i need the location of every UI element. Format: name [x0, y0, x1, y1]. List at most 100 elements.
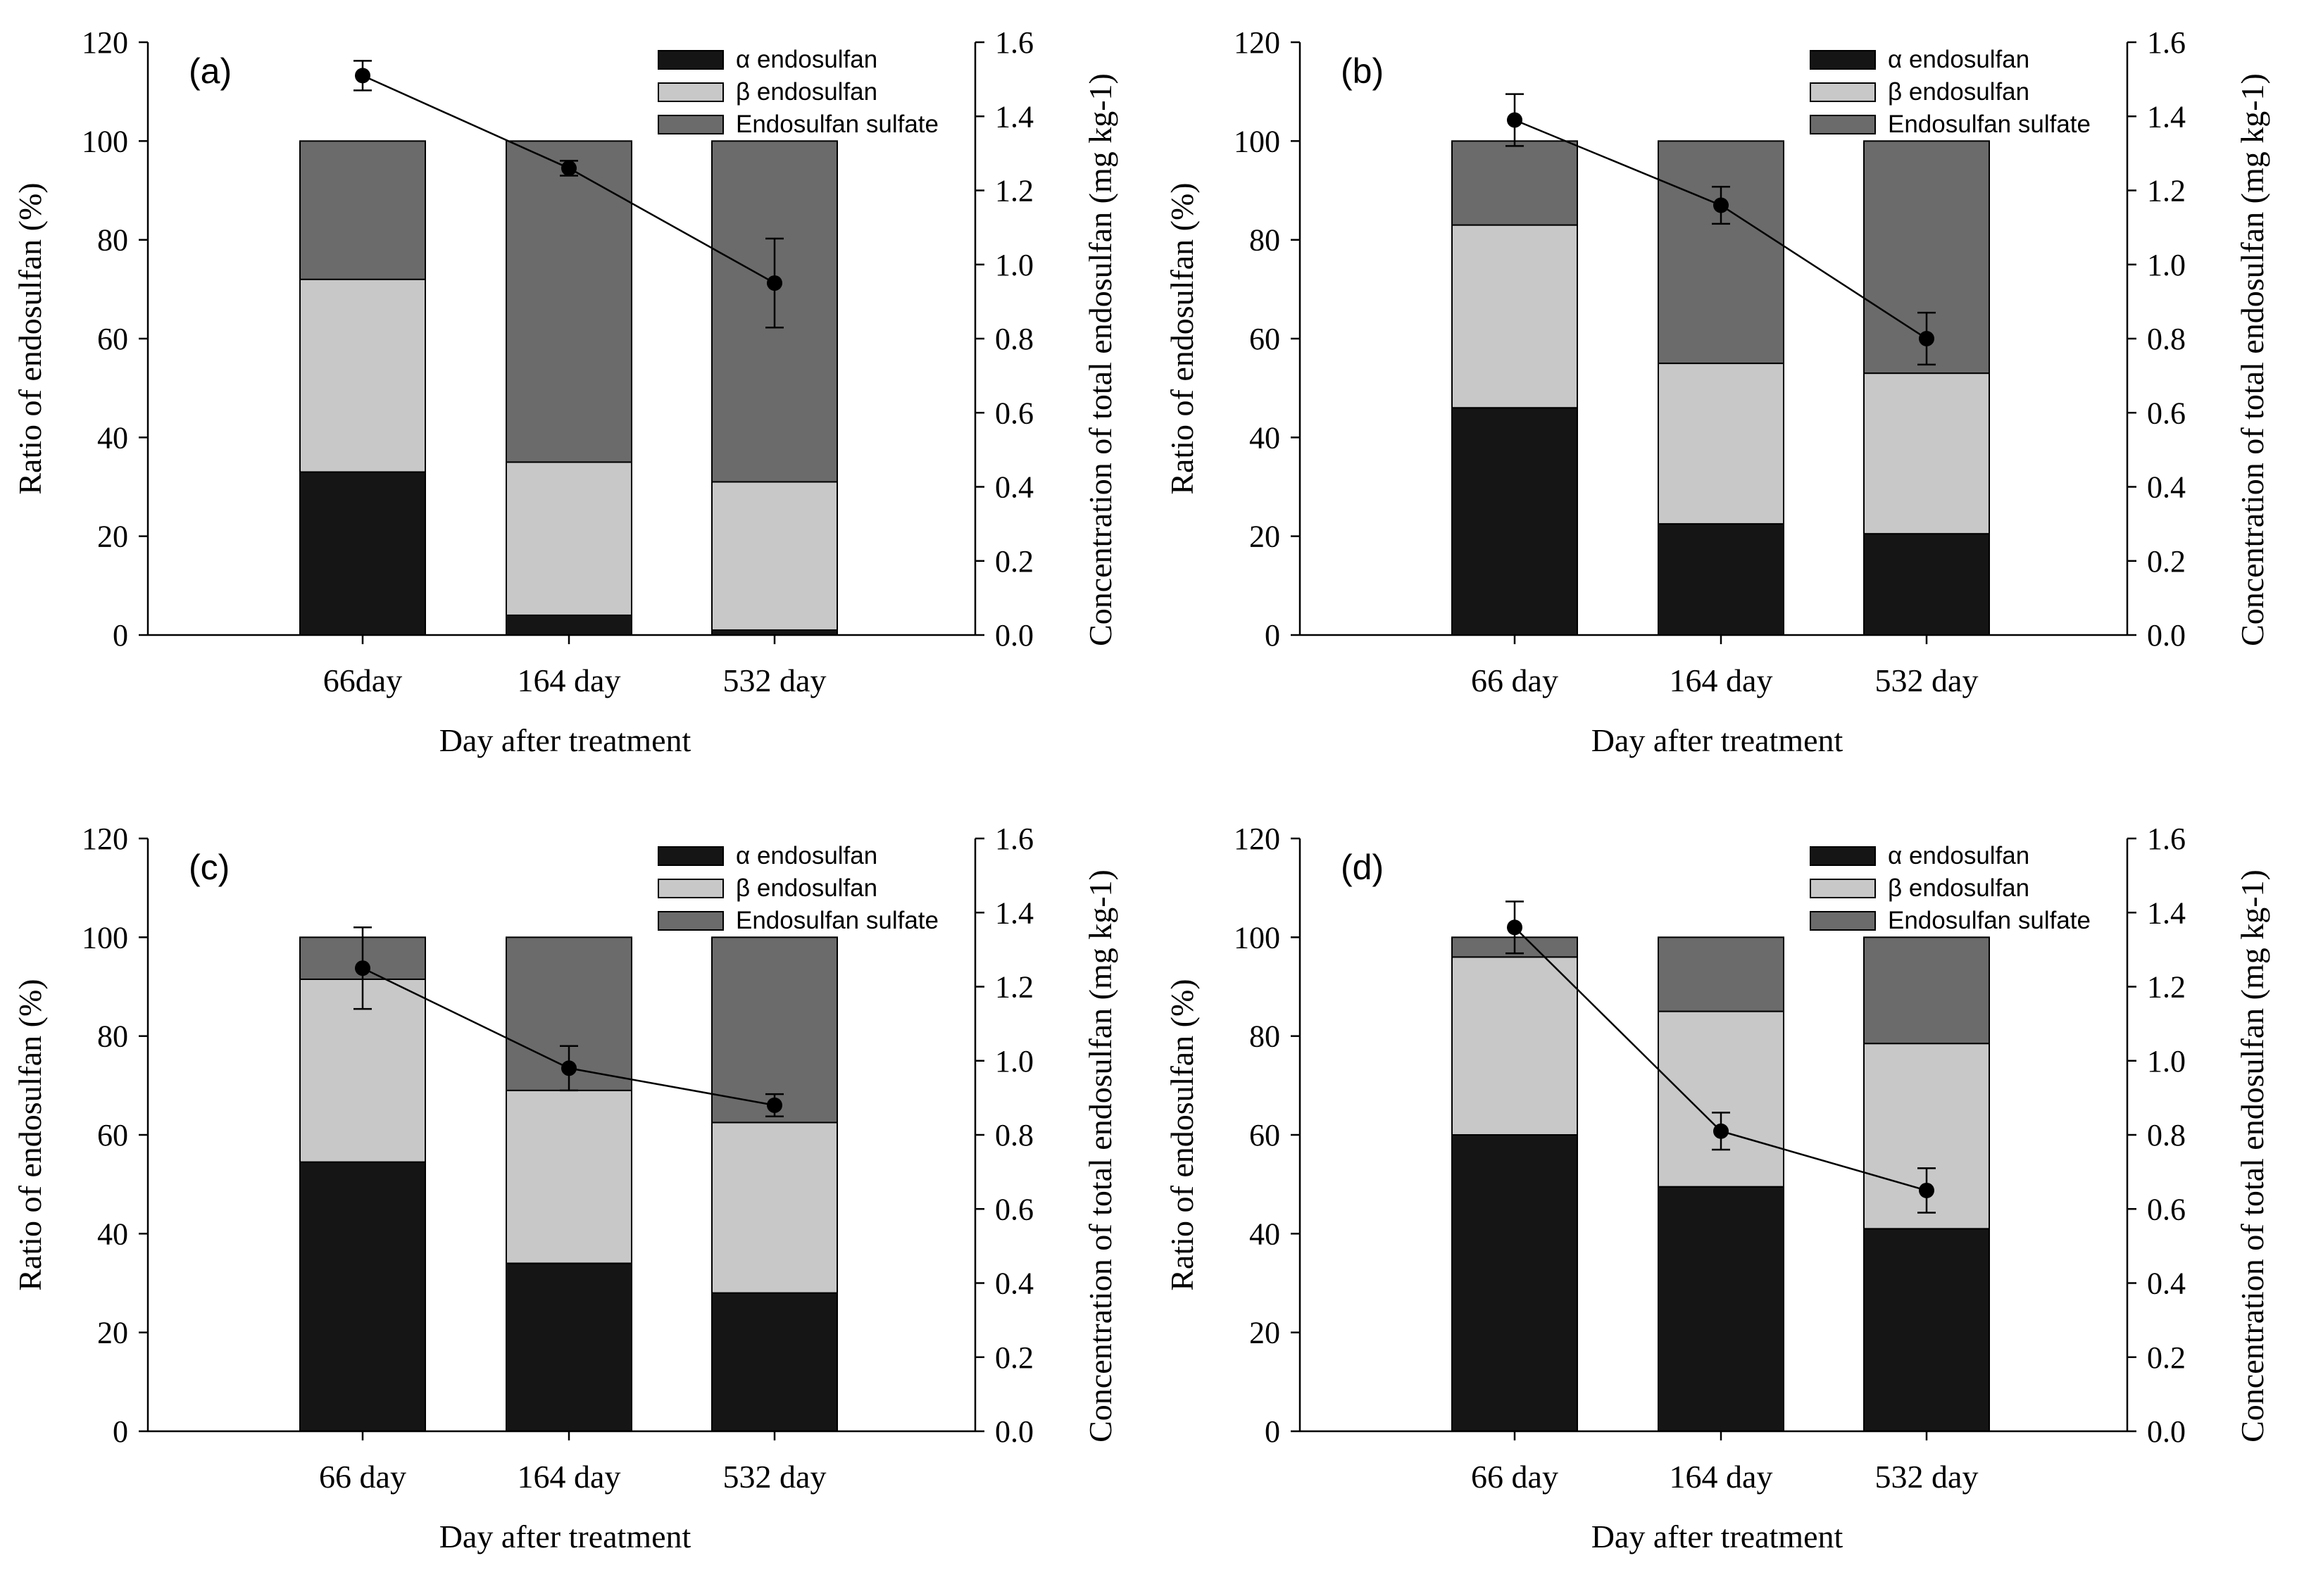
bar-alpha-2	[1863, 1228, 1990, 1432]
y2-tick-label: 0.4	[995, 470, 1034, 505]
panel-label: (d)	[1341, 848, 1384, 887]
bar-alpha-0	[299, 1161, 426, 1432]
y-axis-title: Ratio of endosulfan (%)	[1164, 979, 1200, 1290]
legend-label: Endosulfan sulfate	[736, 907, 939, 934]
panel-d: 0 20 40 60 80 100 120 0.0 0.2 0.4 0.6 0.8 1.0 1.2 1.4 1…	[1152, 796, 2304, 1592]
x-tick-label: 66 day	[319, 1459, 406, 1495]
bar-beta-1	[1658, 363, 1784, 525]
x-axis-title: Day after treatment	[1591, 1519, 1843, 1554]
y2-tick-label: 1.6	[2147, 25, 2186, 60]
y-tick-label: 120	[1234, 25, 1280, 60]
y2-tick-label: 1.4	[2147, 99, 2186, 134]
bar-alpha-2	[711, 1292, 838, 1432]
y-tick-label: 40	[97, 1217, 128, 1251]
panel-c: 0 20 40 60 80 100 120 0.0 0.2 0.4 0.6 0.8 1.0 1.2 1.4 1…	[0, 796, 1152, 1592]
x-tick-label: 164 day	[1670, 662, 1773, 698]
legend-swatch	[1810, 911, 1876, 931]
y-tick-label: 0	[1265, 1414, 1280, 1449]
y-tick-label: 0	[1265, 618, 1280, 653]
y2-tick-label: 0.4	[995, 1267, 1034, 1301]
x-axis-title: Day after treatment	[439, 1519, 691, 1554]
panel-label: (c)	[189, 848, 230, 887]
y-tick-label: 0	[113, 618, 128, 653]
concentration-point	[767, 275, 782, 291]
y-tick-label: 80	[97, 1019, 128, 1054]
legend-label: β endosulfan	[1888, 78, 2029, 106]
y-tick-label: 40	[1249, 1217, 1280, 1251]
x-tick-label: 532 day	[723, 1459, 827, 1495]
bar-beta-2	[711, 1121, 838, 1294]
legend-swatch	[658, 115, 724, 134]
legend-label: β endosulfan	[1888, 874, 2029, 902]
y2-tick-label: 1.2	[2147, 970, 2186, 1005]
y2-tick-label: 1.2	[995, 970, 1034, 1005]
bar-alpha-1	[506, 614, 632, 636]
y-tick-label: 100	[1234, 920, 1280, 955]
y-tick-label: 80	[1249, 223, 1280, 258]
y-tick-label: 40	[1249, 420, 1280, 455]
concentration-point	[1713, 197, 1729, 213]
y2-tick-label: 1.4	[2147, 896, 2186, 930]
y2-tick-label: 0.8	[2147, 322, 2186, 356]
y2-tick-label: 0.8	[995, 322, 1034, 356]
y-tick-label: 60	[97, 1118, 128, 1152]
concentration-point	[1713, 1123, 1729, 1139]
y2-tick-label: 0.0	[2147, 618, 2186, 653]
legend-swatch	[658, 879, 724, 898]
bar-sulfate-1	[506, 140, 632, 463]
bar-alpha-1	[1658, 523, 1784, 636]
y2-tick-label: 0.6	[995, 1192, 1034, 1226]
bar-alpha-0	[1451, 407, 1578, 636]
y2-tick-label: 0.0	[995, 1414, 1034, 1449]
x-tick-label: 164 day	[1670, 1459, 1773, 1495]
y-tick-label: 20	[97, 520, 128, 554]
bar-beta-1	[506, 461, 632, 616]
y2-tick-label: 0.6	[995, 396, 1034, 430]
concentration-point	[1507, 112, 1522, 128]
concentration-point	[355, 960, 370, 976]
bar-sulfate-0	[1451, 140, 1578, 226]
y2-tick-label: 1.0	[2147, 1044, 2186, 1079]
legend-label: α endosulfan	[736, 46, 877, 73]
y2-tick-label: 1.4	[995, 99, 1034, 134]
y2-tick-label: 1.0	[2147, 248, 2186, 282]
x-tick-label: 66 day	[1471, 662, 1558, 698]
bar-beta-2	[1863, 372, 1990, 535]
bar-sulfate-1	[1658, 140, 1784, 365]
y-tick-label: 20	[97, 1316, 128, 1350]
panel-b: 0 20 40 60 80 100 120 0.0 0.2 0.4 0.6 0.8 1.0 1.2 1.4 1…	[1152, 0, 2304, 796]
y-tick-label: 100	[1234, 124, 1280, 158]
y2-tick-label: 1.6	[995, 25, 1034, 60]
legend-label: β endosulfan	[736, 78, 877, 106]
y2-tick-label: 0.2	[995, 544, 1034, 579]
legend-label: α endosulfan	[736, 842, 877, 869]
y-axis-title: Ratio of endosulfan (%)	[1164, 182, 1200, 494]
legend-swatch	[658, 846, 724, 866]
y2-tick-label: 1.2	[995, 174, 1034, 208]
y-tick-label: 120	[82, 25, 128, 60]
bar-alpha-0	[299, 471, 426, 636]
legend-swatch	[1810, 115, 1876, 134]
x-tick-label: 66 day	[1471, 1459, 1558, 1495]
y2-tick-label: 1.6	[2147, 822, 2186, 856]
y-tick-label: 0	[113, 1414, 128, 1449]
bar-sulfate-2	[1863, 936, 1990, 1045]
y-axis-title: Ratio of endosulfan (%)	[12, 182, 48, 494]
legend-swatch	[658, 82, 724, 102]
y2-tick-label: 1.2	[2147, 174, 2186, 208]
chart-a: 0 20 40 60 80 100 120 0.0 0.2 0.4 0.6 0.8 1.0 1.2 1.4 1…	[12, 25, 1118, 758]
bar-beta-1	[506, 1089, 632, 1264]
y-tick-label: 80	[1249, 1019, 1280, 1054]
y2-axis-title: Concentration of total endosulfan (mg kg…	[1082, 73, 1118, 646]
x-tick-label: 164 day	[518, 662, 621, 698]
y2-tick-label: 0.2	[2147, 1340, 2186, 1375]
x-tick-label: 164 day	[518, 1459, 621, 1495]
concentration-point	[355, 68, 370, 84]
y-tick-label: 80	[97, 223, 128, 258]
y-tick-label: 120	[1234, 822, 1280, 856]
y-tick-label: 100	[82, 124, 128, 158]
bar-sulfate-1	[1658, 936, 1784, 1012]
y-tick-label: 60	[1249, 1118, 1280, 1152]
y-tick-label: 120	[82, 822, 128, 856]
